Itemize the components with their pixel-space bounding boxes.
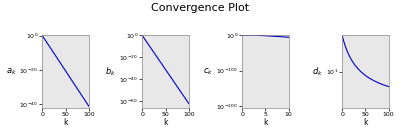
Y-axis label: d$_k$: d$_k$ [312,65,323,78]
X-axis label: k: k [63,119,68,127]
Y-axis label: c$_k$: c$_k$ [203,66,213,77]
X-axis label: k: k [363,119,368,127]
Y-axis label: b$_k$: b$_k$ [105,65,116,78]
X-axis label: k: k [163,119,168,127]
Text: Convergence Plot: Convergence Plot [151,3,249,13]
X-axis label: k: k [263,119,268,127]
Y-axis label: a$_k$: a$_k$ [6,66,16,77]
